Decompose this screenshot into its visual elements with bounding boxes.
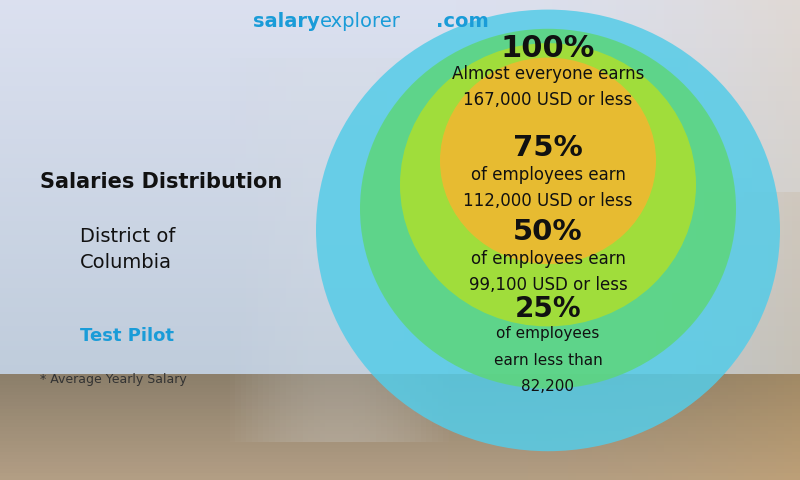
Text: 25%: 25% — [514, 295, 582, 323]
Text: Almost everyone earns: Almost everyone earns — [452, 65, 644, 83]
Text: Test Pilot: Test Pilot — [80, 327, 174, 345]
Text: 50%: 50% — [513, 218, 583, 246]
Text: salary: salary — [254, 12, 320, 31]
Text: Salaries Distribution: Salaries Distribution — [40, 172, 282, 192]
Text: District of
Columbia: District of Columbia — [80, 227, 175, 272]
Text: 100%: 100% — [501, 34, 595, 62]
Ellipse shape — [400, 43, 696, 326]
Text: * Average Yearly Salary: * Average Yearly Salary — [40, 372, 186, 386]
Ellipse shape — [360, 29, 736, 389]
Ellipse shape — [440, 58, 656, 264]
Text: of employees: of employees — [496, 326, 600, 341]
Text: 99,100 USD or less: 99,100 USD or less — [469, 276, 627, 294]
Text: explorer: explorer — [320, 12, 401, 31]
Text: 167,000 USD or less: 167,000 USD or less — [463, 91, 633, 109]
Text: 75%: 75% — [513, 134, 583, 162]
Text: of employees earn: of employees earn — [470, 250, 626, 268]
Text: of employees earn: of employees earn — [470, 166, 626, 184]
Text: 82,200: 82,200 — [522, 379, 574, 394]
Ellipse shape — [316, 10, 780, 451]
Text: .com: .com — [436, 12, 489, 31]
Text: 112,000 USD or less: 112,000 USD or less — [463, 192, 633, 210]
Text: earn less than: earn less than — [494, 353, 602, 368]
